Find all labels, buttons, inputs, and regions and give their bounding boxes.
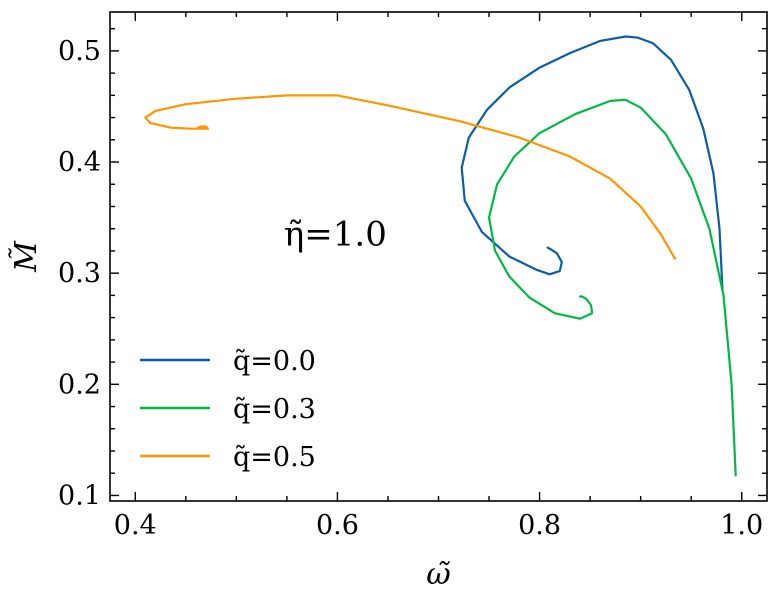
y-tick-label: 0.2: [58, 369, 101, 400]
series-layer: [144, 35, 737, 477]
y-tick-label: 0.1: [58, 480, 101, 511]
legend-label-1: q̃=0.3: [233, 394, 316, 425]
series-line-0: [460, 35, 724, 291]
y-tick-label: 0.4: [58, 147, 101, 178]
series-line-2: [144, 94, 677, 260]
x-axis-title: ω̃: [426, 557, 450, 592]
x-tick-label: 0.4: [114, 510, 157, 541]
plot-frame: [109, 11, 768, 502]
x-tick-label: 0.6: [316, 510, 359, 541]
eta-annotation: η̃=1.0: [284, 214, 387, 254]
legend-label-0: q̃=0.0: [233, 346, 316, 377]
x-tick-label: 0.8: [518, 510, 561, 541]
y-tick-label: 0.3: [58, 258, 101, 289]
ticks-layer: 0.4 0.6 0.8 1.0 0.1 0.2 0.3 0.4 0.5: [58, 12, 767, 541]
x-tick-label: 1.0: [720, 510, 763, 541]
legend: q̃=0.0 q̃=0.3 q̃=0.5: [140, 346, 316, 473]
series-line-1: [487, 98, 737, 477]
y-tick-label: 0.5: [58, 36, 101, 67]
legend-label-2: q̃=0.5: [233, 442, 316, 473]
y-axis-title: M̃: [9, 240, 44, 273]
